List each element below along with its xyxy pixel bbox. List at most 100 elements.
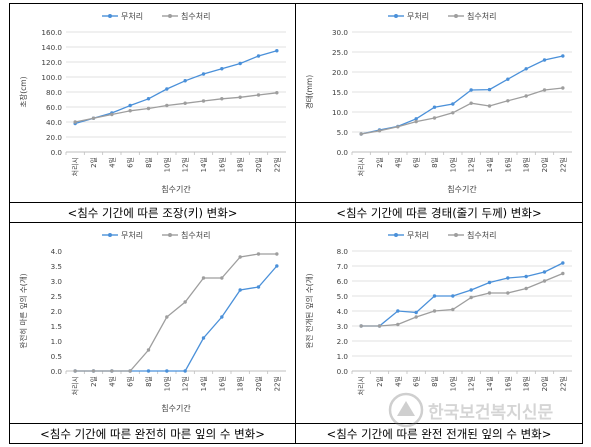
data-point: [469, 101, 473, 105]
data-point: [128, 109, 132, 113]
data-point: [220, 67, 224, 71]
data-point: [201, 99, 206, 103]
y-tick-label: 100.0: [41, 73, 62, 82]
series-line: [75, 50, 277, 125]
y-tick-label: 1.5: [51, 322, 62, 331]
y-axis-label: 완전히 마른 잎의 수(개): [18, 273, 28, 348]
data-point: [414, 117, 418, 121]
data-point: [506, 291, 510, 295]
data-point: [146, 369, 151, 373]
data-point: [451, 111, 455, 115]
legend-marker: [394, 14, 398, 18]
data-point: [561, 261, 565, 265]
watermark-text: 한국보건복지신문: [428, 403, 554, 423]
divider-line: [9, 423, 583, 424]
data-point: [165, 87, 169, 91]
legend-marker: [454, 14, 458, 18]
data-point: [73, 120, 77, 124]
y-tick-label: 0.0: [51, 148, 63, 157]
x-tick-label: 12일: [181, 376, 190, 391]
y-tick-label: 2.0: [337, 337, 349, 346]
series-line: [75, 92, 277, 123]
y-tick-label: 1.0: [337, 352, 349, 361]
x-tick-label: 6일: [412, 157, 421, 168]
series-line: [75, 253, 277, 372]
legend-marker: [108, 14, 112, 18]
y-tick-label: 3.0: [51, 277, 63, 286]
data-point: [414, 119, 418, 124]
data-point: [451, 307, 455, 312]
caption-height: <침수 기간에 따른 조장(키) 변화>: [67, 206, 238, 220]
data-point: [469, 288, 473, 292]
x-tick-label: 16일: [503, 376, 512, 391]
x-tick-label: 18일: [522, 376, 531, 391]
chart-stem-thickness: 0.0 5.0 10.0 15.0 20.0 25.0 30.0 처리시 2일 4일 6일 8일 10일…: [296, 4, 581, 202]
y-tick-label: 20.0: [332, 68, 348, 77]
y-tick-label: 0.0: [337, 148, 349, 157]
x-tick-label: 12일: [467, 376, 476, 391]
figure-frame: [9, 3, 583, 444]
y-tick-label: 5.0: [337, 128, 349, 137]
x-tick-label: 8일: [430, 376, 439, 387]
data-point: [275, 264, 279, 268]
legend-label: 무처리: [121, 231, 143, 240]
data-point: [487, 280, 492, 285]
data-point: [396, 125, 400, 129]
y-tick-label: 20.0: [46, 133, 62, 142]
x-tick-label: 처리시: [71, 376, 80, 395]
y-tick-label: 25.0: [332, 48, 348, 57]
chart-svg: 0.0 20.0 40.0 60.0 80.0 100.0 120.0 140.0 160.0 처…: [18, 12, 286, 194]
chart-svg: 0.0 5.0 10.0 15.0 20.0 25.0 30.0 처리시 2일 4일 6일 8일 10일…: [304, 12, 572, 194]
chart-expanded-leaves: 0.0 1.0 2.0 3.0 4.0 5.0 6.0 7.0 8.0 처리시 2일 4일 6일 8일 10…: [296, 223, 581, 421]
x-tick-label: 4일: [107, 157, 116, 168]
legend-label: 침수처리: [181, 231, 210, 240]
y-tick-label: 160.0: [41, 28, 62, 37]
x-tick-label: 2일: [89, 376, 98, 387]
watermark: 한국보건복지신문: [388, 392, 588, 432]
chart-svg: 0.0 0.5 1.0 1.5 2.0 2.5 3.0 3.5 4.0 처리시 2일 4일 6일 8일 10…: [18, 231, 286, 413]
x-tick-label: 14일: [485, 157, 494, 172]
caption-dry-leaves: <침수 기간에 따른 완전히 마른 잎의 수 변화>: [40, 427, 265, 441]
data-point: [561, 86, 565, 90]
data-point: [524, 67, 528, 71]
y-axis-label: 경태(mm): [304, 75, 314, 109]
data-point: [256, 93, 261, 97]
caption-expanded-leaves: <침수 기간에 따른 완전 전개된 잎의 수 변화>: [326, 427, 552, 441]
legend-label: 무처리: [407, 231, 429, 240]
data-point: [377, 324, 382, 328]
data-point: [91, 369, 96, 373]
data-point: [183, 369, 187, 373]
y-tick-label: 10.0: [332, 108, 348, 117]
y-tick-label: 3.5: [51, 262, 62, 271]
x-tick-label: 2일: [89, 157, 98, 168]
data-point: [451, 102, 455, 106]
data-point: [220, 315, 224, 319]
x-tick-label: 처리시: [357, 376, 366, 395]
data-point: [238, 95, 242, 99]
x-tick-label: 6일: [126, 376, 135, 387]
data-point: [542, 279, 547, 283]
legend-label: 무처리: [407, 12, 429, 21]
y-tick-label: 4.0: [337, 307, 349, 316]
y-tick-label: 4.0: [51, 247, 63, 256]
x-tick-label: 18일: [522, 157, 531, 172]
data-point: [561, 271, 565, 276]
y-tick-label: 6.0: [337, 277, 349, 286]
x-tick-label: 18일: [236, 157, 245, 172]
data-point: [542, 270, 547, 274]
x-tick-label: 10일: [162, 376, 171, 391]
data-point: [561, 54, 565, 58]
x-tick-label: 6일: [126, 157, 135, 168]
chart-height: 0.0 20.0 40.0 60.0 80.0 100.0 120.0 140.0 160.0 처…: [10, 4, 295, 202]
data-point: [91, 116, 96, 120]
data-point: [201, 276, 206, 280]
data-point: [201, 336, 206, 340]
data-point: [110, 369, 114, 373]
legend-marker: [454, 233, 458, 237]
caption-stem-thickness: <침수 기간에 따른 경태(줄기 두께) 변화>: [336, 206, 542, 220]
chart-svg: 0.0 1.0 2.0 3.0 4.0 5.0 6.0 7.0 8.0 처리시 2일 4일 6일 8일 10…: [304, 231, 572, 395]
data-point: [183, 101, 187, 105]
x-tick-label: 16일: [217, 157, 226, 172]
chart-dry-leaves: 0.0 0.5 1.0 1.5 2.0 2.5 3.0 3.5 4.0 처리시 2일 4일 6일 8일 10…: [10, 223, 295, 421]
x-axis-label: 침수기간: [447, 184, 477, 194]
